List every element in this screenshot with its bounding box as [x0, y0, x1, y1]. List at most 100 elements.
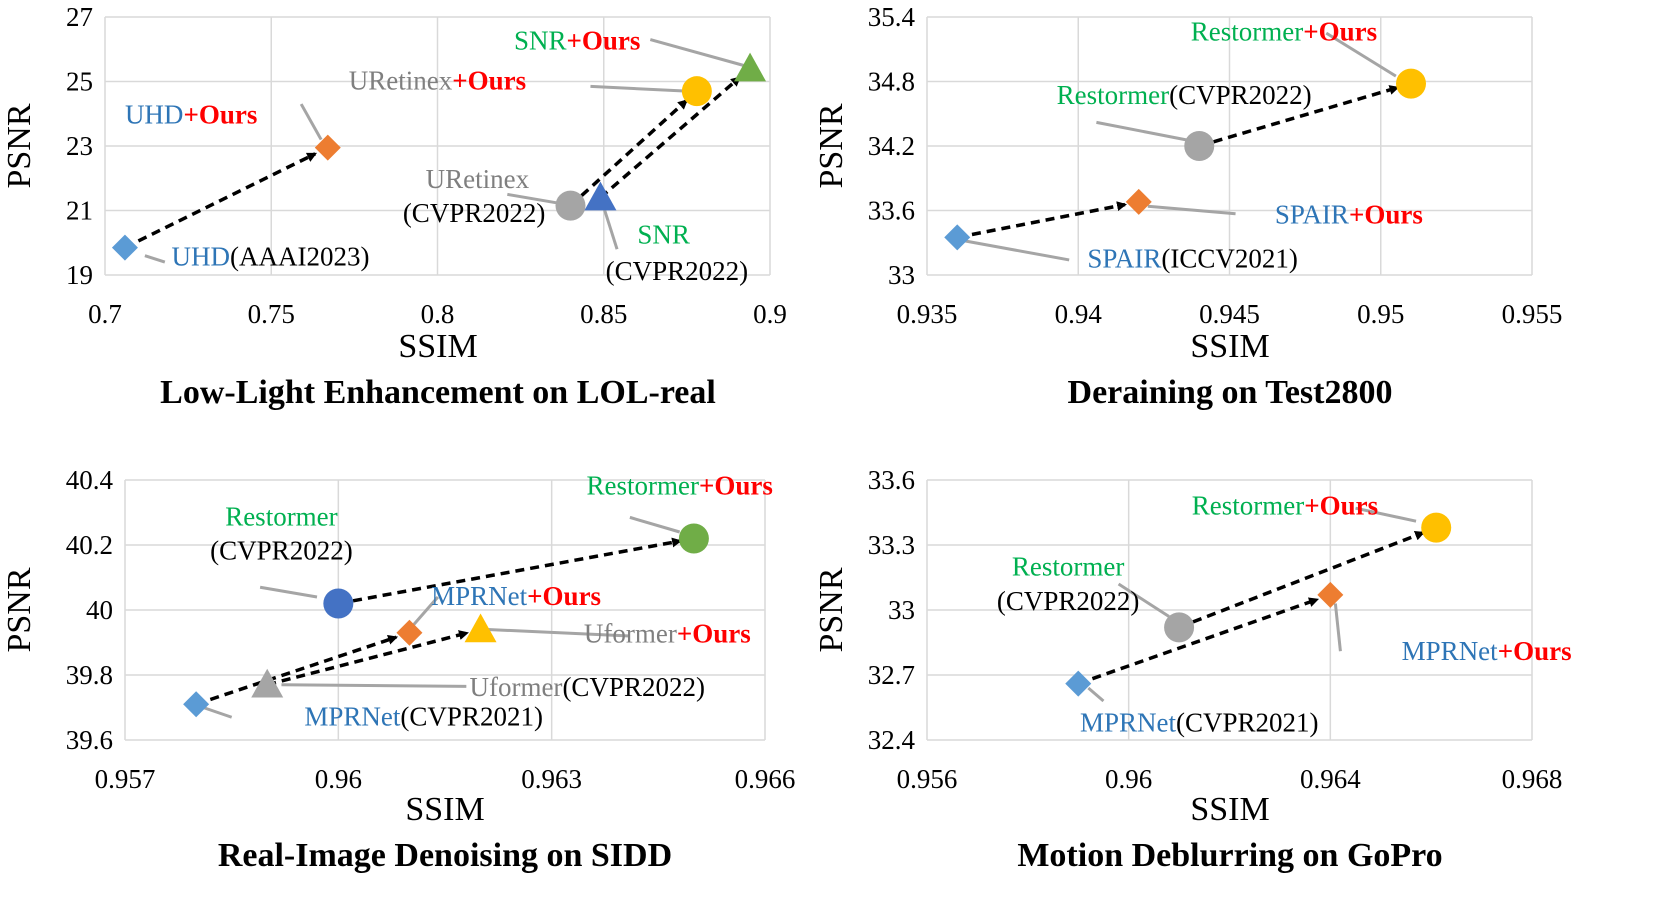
method-name: (CVPR2022): [997, 586, 1140, 616]
method-name: MPRNet: [304, 701, 401, 731]
annotation-label: Restormer: [1012, 551, 1124, 581]
x-tick-label: 0.945: [1199, 299, 1260, 329]
x-tick-label: 0.957: [95, 764, 156, 794]
improvement-arrow-mprnet: [1077, 597, 1320, 686]
annotation-label: (CVPR2022): [210, 536, 353, 566]
point-restormer-ours: [1396, 68, 1426, 99]
improvement-arrow-mprnet: [195, 635, 399, 706]
annotation-label: URetinex+Ours: [349, 66, 526, 96]
method-name: Restormer: [1191, 17, 1303, 47]
point-restormer-ours: [1421, 512, 1452, 543]
annotation-label: SNR: [637, 219, 690, 249]
y-tick-label: 39.6: [66, 725, 113, 755]
panel-title: Low-Light Enhancement on LOL-real: [160, 374, 716, 411]
ours-suffix: +Ours: [527, 581, 601, 611]
annotation-label: Restormer+Ours: [586, 471, 772, 501]
panel-denoising: 39.6 39.8 40 40.2 40.4 0.957 0.96 0.963 0.966 SSI…: [1, 465, 795, 874]
annotation-label: Restormer: [225, 502, 337, 532]
improvement-arrow-spair: [956, 201, 1127, 240]
x-axis-label: SSIM: [405, 791, 484, 828]
annotation-leader-line: [1355, 506, 1417, 523]
y-tick-label: 32.4: [868, 725, 916, 755]
method-name: SNR: [637, 219, 690, 249]
annotation-leader-line: [1325, 31, 1397, 78]
improvement-arrow-uformer: [266, 630, 469, 687]
method-name: SNR: [514, 25, 567, 55]
method-name: (CVPR2022): [1169, 80, 1312, 110]
y-tick-label: 33.6: [868, 465, 915, 495]
method-name: UHD: [172, 241, 231, 271]
point-restormer: [1164, 612, 1195, 643]
point-uretinex-ours: [681, 76, 712, 107]
method-name: MPRNet: [431, 581, 528, 611]
y-tick-label: 39.8: [66, 660, 113, 690]
annotation-leader-line: [144, 254, 166, 264]
y-tick-label: 33.3: [868, 530, 915, 560]
point-uformer: [251, 668, 284, 698]
x-tick-label: 0.966: [735, 764, 796, 794]
y-tick-label: 25: [66, 67, 93, 97]
x-axis-label: SSIM: [398, 328, 477, 365]
method-name: (AAAI2023): [230, 241, 369, 271]
x-tick-label: 0.968: [1502, 764, 1563, 794]
ours-suffix: +Ours: [1303, 17, 1377, 47]
y-tick-label: 34.2: [868, 131, 915, 161]
ours-suffix: +Ours: [677, 619, 751, 649]
point-snr-ours: [734, 52, 767, 82]
point-spair: [944, 224, 971, 251]
method-name: (CVPR2022): [210, 536, 353, 566]
x-tick-label: 0.955: [1502, 299, 1563, 329]
y-tick-label: 34.8: [868, 67, 915, 97]
y-axis-label: PSNR: [1, 103, 38, 188]
annotation-leader-line: [487, 628, 630, 638]
annotation-label: MPRNet+Ours: [431, 581, 601, 611]
y-tick-label: 19: [66, 260, 93, 290]
panel-deraining: 33 33.6 34.2 34.8 35.4 0.935 0.94 0.945 0.95 0.95…: [813, 2, 1562, 411]
improvement-arrow-restormer: [1178, 530, 1426, 629]
x-tick-label: 0.964: [1300, 764, 1361, 794]
y-tick-label: 21: [66, 196, 93, 226]
method-name: (ICCV2021): [1161, 243, 1298, 273]
method-name: (CVPR2021): [400, 701, 543, 731]
annotation-leader-line: [1117, 582, 1170, 618]
annotation-leader-line: [259, 585, 318, 599]
panel-title: Real-Image Denoising on SIDD: [218, 837, 672, 874]
method-name: (CVPR2021): [1176, 707, 1319, 737]
point-mprnet-ours: [396, 619, 423, 646]
method-name: (CVPR2022): [403, 198, 546, 228]
y-tick-label: 33.6: [868, 196, 915, 226]
annotation-label: SPAIR(ICCV2021): [1087, 243, 1298, 273]
y-tick-label: 33: [888, 260, 915, 290]
annotation-label: (CVPR2022): [403, 198, 546, 228]
x-axis-label: SSIM: [1190, 791, 1269, 828]
y-tick-label: 40.2: [66, 530, 113, 560]
annotation-leader-line: [1147, 204, 1236, 216]
panel-deblurring: 32.4 32.7 33 33.3 33.6 0.956 0.96 0.964 0.968 SSI…: [813, 465, 1572, 874]
annotation-label: UHD+Ours: [125, 99, 257, 129]
ours-suffix: +Ours: [699, 471, 773, 501]
method-name: URetinex: [349, 66, 453, 96]
method-name: MPRNet: [1402, 636, 1499, 666]
annotation-label: (CVPR2022): [606, 256, 749, 286]
point-uformer-ours: [464, 613, 497, 643]
method-name: UHD: [125, 99, 184, 129]
annotation-leader-line: [649, 38, 744, 67]
y-axis-label: PSNR: [813, 567, 850, 652]
ours-suffix: +Ours: [1304, 491, 1378, 521]
annotation-label: URetinex: [426, 164, 530, 194]
annotation-leader-line: [299, 103, 323, 141]
x-tick-label: 0.963: [521, 764, 582, 794]
x-tick-label: 0.7: [88, 299, 122, 329]
y-axis-label: PSNR: [813, 103, 850, 188]
annotation-label: Restormer+Ours: [1191, 17, 1377, 47]
annotation-label: Restormer(CVPR2022): [1057, 80, 1312, 110]
annotation-leader-line: [1096, 120, 1191, 143]
ours-suffix: +Ours: [1498, 636, 1572, 666]
annotation-label: Restormer+Ours: [1192, 491, 1378, 521]
y-tick-label: 27: [66, 2, 93, 32]
y-axis-label: PSNR: [1, 567, 38, 652]
ours-suffix: +Ours: [183, 99, 257, 129]
annotation-label: Uformer+Ours: [584, 619, 751, 649]
method-name: Restormer: [1192, 491, 1304, 521]
x-tick-label: 0.94: [1055, 299, 1103, 329]
